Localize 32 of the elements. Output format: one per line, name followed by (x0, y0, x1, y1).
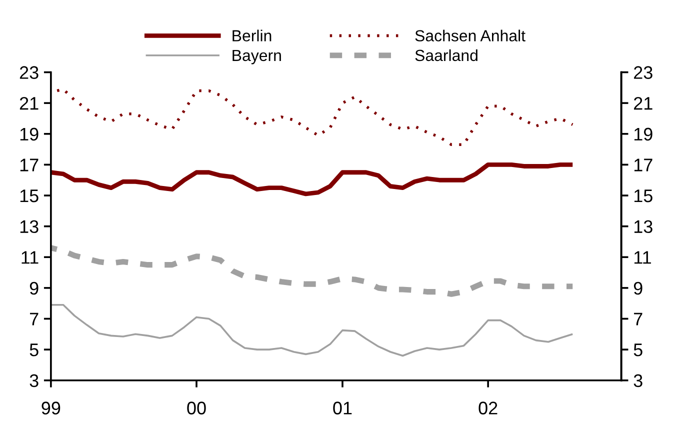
y-tick-label: 17 (20, 158, 38, 172)
y-tick-label: 23 (20, 66, 38, 79)
x-tick-label: 00 (187, 402, 206, 414)
y2-tick-label: 15 (634, 190, 652, 202)
y-tick-label: 3 (30, 374, 38, 388)
legend-label: Bayern (232, 50, 281, 64)
y-tick-label: 11 (22, 251, 38, 264)
y2-tick-label: 17 (634, 158, 652, 172)
y2-tick-label: 13 (634, 220, 652, 234)
y-tick-label: 21 (20, 96, 38, 110)
x-tick-label: 99 (42, 402, 60, 414)
y-tick-label: 9 (30, 282, 38, 295)
y2-tick-label: 23 (634, 66, 652, 79)
y-tick-label: 7 (30, 312, 38, 326)
x-tick-label: 01 (333, 402, 352, 414)
legend-label: Sachsen Anhalt (415, 30, 526, 42)
y-tick-label: 13 (20, 220, 38, 234)
line-series (50, 162, 575, 196)
line-series (50, 304, 574, 357)
y2-tick-label: 7 (634, 312, 642, 326)
y2-tick-label: 11 (634, 251, 651, 264)
y-tick-label: 15 (20, 190, 38, 202)
y-tick-label: 5 (30, 344, 38, 356)
y2-tick-label: 3 (634, 374, 642, 388)
y2-tick-label: 19 (634, 128, 652, 141)
legend-label: Saarland (415, 49, 478, 62)
x-tick-label: 02 (478, 402, 498, 414)
y2-tick-label: 9 (634, 282, 642, 295)
legend-label: Berlin (232, 30, 272, 42)
y-tick-label: 19 (20, 128, 38, 141)
y2-tick-label: 21 (634, 96, 652, 110)
y2-tick-label: 5 (634, 344, 642, 356)
